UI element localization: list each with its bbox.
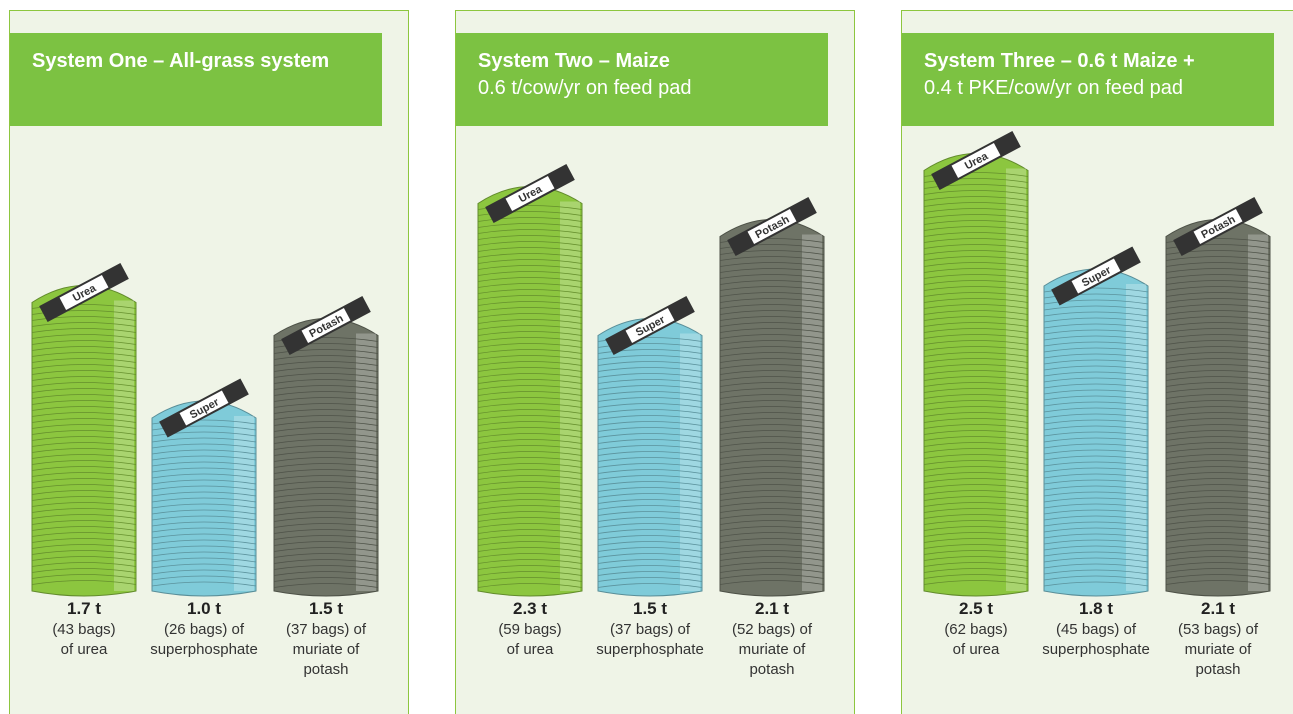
- value-note: (26 bags) of: [164, 621, 245, 638]
- value-note: (62 bags): [944, 621, 1007, 638]
- value-label: 1.0 t: [187, 599, 221, 618]
- page: System One – All-grass system Urea1.7 t(…: [0, 0, 1293, 713]
- value-note: of urea: [507, 641, 554, 658]
- value-note: superphosphate: [1042, 641, 1150, 658]
- value-note: (52 bags) of: [732, 621, 813, 638]
- bag-highlight: [1126, 284, 1146, 591]
- value-label: 2.1 t: [755, 599, 789, 618]
- value-note: potash: [303, 661, 348, 678]
- value-label: 1.5 t: [633, 599, 667, 618]
- value-note: of urea: [61, 641, 108, 658]
- value-note: potash: [1195, 661, 1240, 678]
- chart: Urea2.5 t(62 bags)of ureaSuper1.8 t(45 b…: [902, 11, 1293, 714]
- value-note: (43 bags): [52, 621, 115, 638]
- value-note: superphosphate: [150, 641, 258, 658]
- value-note: of urea: [953, 641, 1000, 658]
- value-note: muriate of: [293, 641, 361, 658]
- value-label: 2.1 t: [1201, 599, 1235, 618]
- value-note: muriate of: [739, 641, 807, 658]
- value-label: 1.7 t: [67, 599, 101, 618]
- value-label: 2.5 t: [959, 599, 993, 618]
- value-note: muriate of: [1185, 641, 1253, 658]
- bag-highlight: [680, 334, 700, 592]
- value-note: superphosphate: [596, 641, 704, 658]
- value-note: (59 bags): [498, 621, 561, 638]
- value-note: potash: [749, 661, 794, 678]
- chart: Urea2.3 t(59 bags)of ureaSuper1.5 t(37 b…: [456, 11, 854, 714]
- panel: System Three – 0.6 t Maize +0.4 t PKE/co…: [901, 10, 1293, 714]
- value-note: (37 bags) of: [610, 621, 691, 638]
- value-label: 1.8 t: [1079, 599, 1113, 618]
- bag-highlight: [356, 334, 376, 592]
- value-label: 2.3 t: [513, 599, 547, 618]
- value-label: 1.5 t: [309, 599, 343, 618]
- value-note: (37 bags) of: [286, 621, 367, 638]
- value-note: (45 bags) of: [1056, 621, 1137, 638]
- bag-highlight: [234, 416, 254, 591]
- value-note: (53 bags) of: [1178, 621, 1259, 638]
